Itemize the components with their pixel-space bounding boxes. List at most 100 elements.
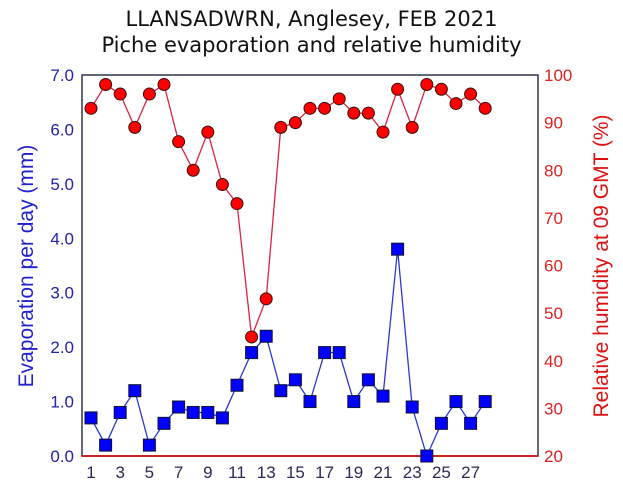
left-tick-label: 7.0 [50,66,74,85]
right-tick-label: 60 [544,257,563,276]
data-point-square [157,416,171,430]
left-tick-label: 3.0 [50,284,74,303]
right-tick-label: 20 [544,447,563,466]
data-point-square [434,416,448,430]
chart-subtitle: Piche evaporation and relative humidity [101,33,522,57]
data-point-square [332,346,346,360]
plot-frame [81,74,539,457]
data-point-square [84,411,98,425]
series-line [90,83,486,338]
data-point-circle [99,78,113,92]
data-point-square [99,438,113,452]
data-point-circle [186,163,200,177]
data-point-circle [303,101,317,115]
data-point-square [318,346,332,360]
left-tick-label: 0.0 [50,447,74,466]
left-axis-label: Evaporation per day (mm) [15,145,38,388]
data-point-square [449,395,463,409]
left-y-axis: 0.0 1.0 2.0 3.0 4.0 5.0 6.0 7.0 [50,66,74,466]
data-point-circle [274,120,288,134]
x-tick-label: 23 [403,463,422,482]
data-point-square [347,395,361,409]
data-point-square [142,438,156,452]
data-point-circle [405,120,419,134]
right-tick-label: 100 [544,66,572,85]
data-point-circle [259,292,273,306]
data-point-circle [318,101,332,115]
plot-area [81,74,539,457]
humidity-series [84,78,492,344]
evaporation-series [84,242,492,463]
right-axis-label: Relative humidity at 09 GMT (%) [590,114,613,417]
left-tick-label: 5.0 [50,175,74,194]
data-point-square [464,416,478,430]
data-point-circle [449,97,463,111]
data-point-square [303,395,317,409]
x-tick-label: 11 [228,463,246,482]
x-tick-label: 15 [286,463,305,482]
data-point-circle [361,106,375,120]
data-point-square [376,389,390,403]
data-point-square [245,346,259,360]
left-tick-label: 6.0 [50,120,74,139]
data-point-square [274,384,288,398]
x-tick-label: 5 [145,463,154,482]
data-point-circle [420,78,434,92]
x-tick-label: 7 [174,463,183,482]
data-point-square [420,449,434,463]
right-y-axis: 20 30 40 50 60 70 80 90 100 [544,66,572,466]
left-tick-label: 1.0 [50,393,74,412]
data-point-circle [230,197,244,211]
right-tick-label: 80 [544,161,563,180]
data-point-circle [391,82,405,96]
x-tick-label: 1 [86,463,95,482]
data-point-circle [157,78,171,92]
chart-title: LLANSADWRN, Anglesey, FEB 2021 [125,7,498,31]
x-tick-label: 19 [344,463,363,482]
left-tick-label: 4.0 [50,229,74,248]
data-point-square [215,411,229,425]
data-point-circle [128,120,142,134]
data-point-circle [113,87,127,101]
data-point-square [186,405,200,419]
data-point-circle [172,135,186,149]
data-point-circle [142,87,156,101]
series-line [90,249,486,458]
x-tick-label: 25 [432,463,451,482]
x-tick-label: 9 [203,463,212,482]
data-point-circle [376,125,390,139]
x-axis: 1 3 5 7 9 11 13 15 17 19 21 23 25 27 [86,463,480,482]
right-tick-label: 70 [544,209,563,228]
data-point-circle [215,178,229,192]
data-point-circle [332,92,346,106]
data-point-square [128,384,142,398]
data-point-square [259,329,273,343]
data-point-square [113,405,127,419]
x-tick-label: 17 [315,463,334,482]
data-point-square [478,395,492,409]
x-tick-label: 3 [115,463,124,482]
data-point-square [201,405,215,419]
right-tick-label: 50 [544,304,563,323]
data-point-circle [84,101,98,115]
data-point-square [288,373,302,387]
x-tick-label: 21 [374,463,393,482]
data-point-circle [245,330,259,344]
data-point-square [230,378,244,392]
data-point-circle [478,101,492,115]
data-point-circle [347,106,361,120]
data-point-square [391,242,405,256]
data-point-circle [464,87,478,101]
data-point-square [172,400,186,414]
x-tick-label: 13 [257,463,276,482]
left-tick-label: 2.0 [50,338,74,357]
data-point-circle [201,125,215,139]
data-point-circle [288,116,302,130]
right-tick-label: 90 [544,114,563,133]
right-tick-label: 30 [544,399,563,418]
x-tick-label: 27 [461,463,480,482]
right-tick-label: 40 [544,352,563,371]
data-point-square [361,373,375,387]
data-point-square [405,400,419,414]
